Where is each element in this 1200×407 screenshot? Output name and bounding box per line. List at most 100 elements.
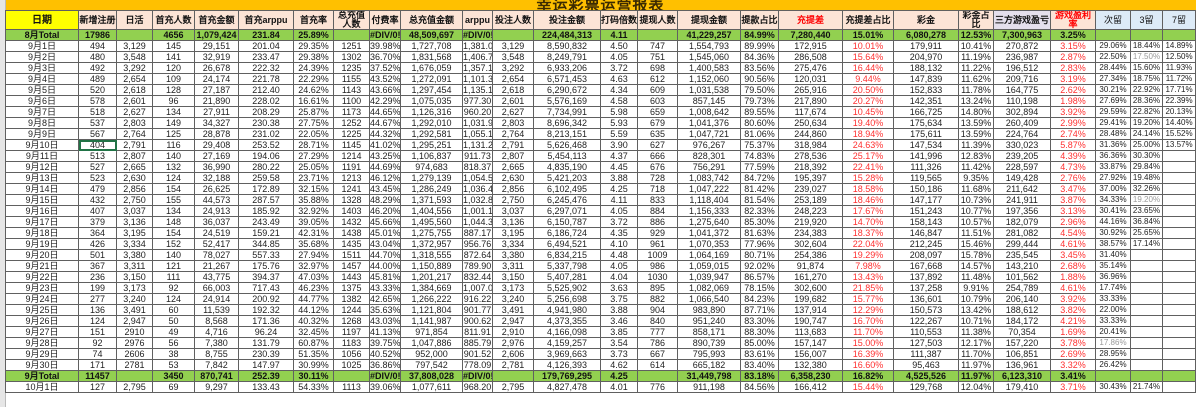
cell-wager-multiple[interactable]: 4.63 (600, 73, 638, 85)
cell-first-deposit-arppu[interactable]: 253.52 (238, 139, 294, 151)
cell-bettors[interactable]: 3,240 (492, 293, 534, 305)
cell-wager-multiple[interactable]: 4.05 (600, 260, 638, 272)
cell-diff-ratio[interactable]: 19.40% (842, 117, 894, 129)
cell-new-registrations[interactable]: 494 (78, 40, 117, 52)
cell-wager-multiple[interactable]: 3.72 (600, 216, 638, 228)
date-cell[interactable]: 9月14日 (5, 183, 79, 195)
cell-third-party-game-pnl[interactable]: 330,023 (993, 139, 1051, 151)
cell-bonus[interactable]: 141,996 (893, 150, 959, 162)
cell-total-depositors[interactable]: 1213 (333, 172, 370, 184)
cell-daily-active[interactable]: 2,803 (116, 117, 153, 129)
cell-pay-rate[interactable]: 43.03% (369, 315, 401, 327)
cell-withdraw-ratio[interactable]: 83.18% (740, 370, 779, 382)
cell-pay-rate[interactable]: 41.02% (369, 139, 401, 151)
cell-bonus-ratio[interactable]: 11.97% (958, 370, 994, 382)
cell-bettors[interactable]: 2,791 (492, 139, 534, 151)
cell-first-deposit-arppu[interactable]: 243.49 (238, 216, 294, 228)
cell-third-party-game-pnl[interactable]: 254,789 (993, 282, 1051, 294)
cell-game-profit-rate[interactable]: 3.32% (1050, 359, 1096, 371)
cell-withdrawers[interactable]: 609 (637, 84, 678, 96)
cell-game-profit-rate[interactable]: 3.92% (1050, 293, 1096, 305)
cell-withdraw-ratio[interactable]: 83.40% (740, 359, 779, 371)
cell-arppu[interactable]: 832.44 (462, 271, 493, 283)
cell-withdraw-ratio[interactable]: 88.30% (740, 326, 779, 338)
cell-game-profit-rate[interactable]: 4.54% (1050, 227, 1096, 239)
cell-wager-multiple[interactable]: 4.48 (600, 249, 638, 261)
cell-diff-ratio[interactable]: 13.43% (842, 271, 894, 283)
cell-first-deposit-rate[interactable]: 32.92% (293, 205, 334, 217)
cell-bonus-ratio[interactable]: 13.24% (958, 95, 994, 107)
cell-third-party-game-pnl[interactable]: 7,300,963 (993, 29, 1051, 41)
cell-third-party-game-pnl[interactable]: 182,079 (993, 216, 1051, 228)
cell-total-deposit-amount[interactable]: 1,295,251 (400, 139, 463, 151)
cell-first-deposit-users[interactable]: 60 (152, 304, 195, 316)
cell-day3-retention[interactable]: 25.65% (1130, 227, 1163, 239)
cell-total-depositors[interactable]: 1173 (333, 106, 370, 118)
cell-pay-rate[interactable]: 48.29% (369, 194, 401, 206)
cell-first-deposit-arppu[interactable]: 131.79 (238, 337, 294, 349)
cell-withdrawers[interactable]: 612 (637, 73, 678, 85)
cell-wager-multiple[interactable]: 3.73 (600, 348, 638, 360)
cell-first-deposit-rate[interactable]: 24.39% (293, 62, 334, 74)
cell-pay-rate[interactable]: 44.69% (369, 161, 401, 173)
cell-day2-retention[interactable]: 30.21% (1095, 84, 1131, 96)
cell-day2-retention[interactable]: 33.87% (1095, 161, 1131, 173)
cell-total-deposit-amount[interactable]: 1,384,669 (400, 282, 463, 294)
column-header-first-deposit-users[interactable]: 首充人数 (152, 10, 195, 30)
cell-diff-ratio[interactable]: 12.29% (842, 304, 894, 316)
cell-total-deposit-amount[interactable]: 1,372,957 (400, 238, 463, 250)
column-header-day7-retention[interactable]: 7留 (1161, 10, 1197, 30)
cell-new-registrations[interactable]: 501 (78, 249, 117, 261)
cell-day7-retention[interactable] (1161, 249, 1197, 261)
cell-wager-multiple[interactable]: 4.58 (600, 95, 638, 107)
cell-first-deposit-users[interactable]: 132 (152, 161, 195, 173)
cell-game-profit-rate[interactable]: 2.87% (1050, 51, 1096, 63)
cell-bonus-ratio[interactable]: 15.78% (958, 249, 994, 261)
cell-bet-amount[interactable]: 224,484,313 (533, 29, 601, 41)
cell-first-deposit-rate[interactable]: 30.11% (293, 370, 334, 382)
cell-daily-active[interactable]: 3,150 (116, 271, 153, 283)
cell-first-deposit-users[interactable]: 140 (152, 249, 195, 261)
cell-arppu[interactable]: 901.52 (462, 348, 493, 360)
cell-game-profit-rate[interactable]: 1.69% (1050, 326, 1096, 338)
cell-game-profit-rate[interactable]: 2.69% (1050, 348, 1096, 360)
cell-first-deposit-arppu[interactable]: 230.39 (238, 348, 294, 360)
cell-first-deposit-arppu[interactable]: 259.58 (238, 172, 294, 184)
cell-new-registrations[interactable]: 518 (78, 106, 117, 118)
cell-diff-ratio[interactable]: 16.44% (842, 62, 894, 74)
date-cell[interactable]: 9月15日 (5, 194, 79, 206)
cell-bonus-ratio[interactable]: 12.04% (958, 381, 994, 393)
cell-third-party-game-pnl[interactable]: 110,198 (993, 95, 1051, 107)
cell-withdraw-ratio[interactable]: 89.99% (740, 40, 779, 52)
cell-game-profit-rate[interactable]: 2.68% (1050, 260, 1096, 272)
cell-day2-retention[interactable]: 26.42% (1095, 359, 1131, 371)
cell-game-profit-rate[interactable]: 3.71% (1050, 381, 1096, 393)
cell-day3-retention[interactable]: 29.84% (1130, 161, 1163, 173)
cell-daily-active[interactable]: 2,947 (116, 315, 153, 327)
cell-bet-amount[interactable]: 7,734,991 (533, 106, 601, 118)
cell-deposit-withdraw-diff[interactable]: 132,380 (778, 359, 843, 371)
date-cell[interactable]: 9月6日 (5, 95, 79, 107)
column-header-first-deposit-arppu[interactable]: 首充arppu (238, 10, 294, 30)
cell-first-deposit-amount[interactable]: 27,911 (194, 106, 239, 118)
cell-day2-retention[interactable]: 28.44% (1095, 62, 1131, 74)
cell-day3-retention[interactable]: 25.00% (1130, 139, 1163, 151)
cell-bonus[interactable]: 166,725 (893, 106, 959, 118)
cell-bettors[interactable]: 3,380 (492, 249, 534, 261)
cell-day2-retention[interactable]: 17.86% (1095, 337, 1131, 349)
cell-first-deposit-rate[interactable]: 30.99% (293, 359, 334, 371)
cell-bonus-ratio[interactable]: 12.17% (958, 337, 994, 349)
cell-deposit-withdraw-diff[interactable]: 248,223 (778, 205, 843, 217)
cell-bonus-ratio[interactable]: 13.59% (958, 128, 994, 140)
cell-withdraw-ratio[interactable]: 80.60% (740, 117, 779, 129)
cell-new-registrations[interactable]: 236 (78, 271, 117, 283)
cell-day3-retention[interactable]: 17.50% (1130, 51, 1163, 63)
cell-third-party-game-pnl[interactable]: 188,612 (993, 304, 1051, 316)
cell-withdraw-ratio[interactable]: 90.56% (740, 73, 779, 85)
cell-new-registrations[interactable]: 171 (78, 359, 117, 371)
cell-game-profit-rate[interactable]: 3.15% (1050, 40, 1096, 52)
cell-arppu[interactable]: #DIV/0! (462, 370, 493, 382)
cell-first-deposit-arppu[interactable]: 230.38 (238, 117, 294, 129)
cell-first-deposit-users[interactable]: 154 (152, 227, 195, 239)
cell-day2-retention[interactable]: 29.59% (1095, 106, 1131, 118)
